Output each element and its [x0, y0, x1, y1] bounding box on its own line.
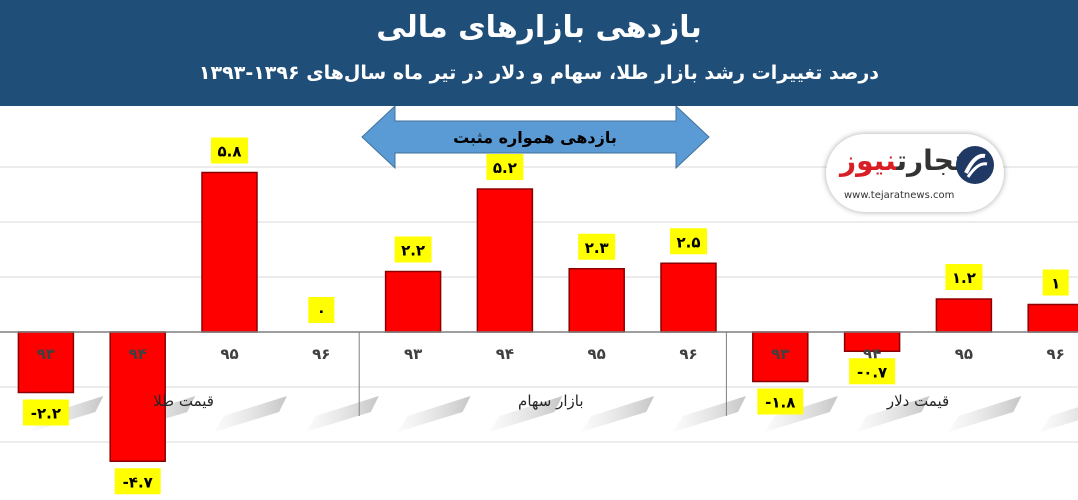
logo-emblem-icon — [956, 146, 994, 184]
bar — [201, 171, 258, 333]
category-label: ۹۴ — [496, 345, 514, 363]
bar — [1027, 303, 1078, 333]
bar-shadow — [305, 396, 379, 432]
data-label-box — [114, 468, 161, 495]
data-label: -۱.۸ — [765, 394, 795, 412]
category-label: ۹۶ — [312, 345, 330, 363]
bar-shadow — [214, 396, 287, 432]
category-label: ۹۳ — [37, 345, 55, 363]
data-label: ۱.۲ — [952, 269, 976, 287]
banner-label: بازدهی همواره مثبت — [453, 128, 617, 147]
data-label-box — [945, 264, 983, 290]
data-label: -۰.۷ — [857, 363, 887, 381]
data-label: ۵.۲ — [493, 159, 517, 177]
category-label: ۹۵ — [955, 345, 973, 363]
bar-shadow — [489, 396, 563, 432]
data-label-box — [22, 399, 69, 426]
category-label: ۹۳ — [404, 345, 422, 363]
data-label: ۵.۸ — [217, 143, 241, 161]
data-label: ۲.۲ — [401, 242, 425, 260]
category-label: ۹۵ — [220, 345, 238, 363]
bar — [109, 331, 166, 462]
category-label: ۹۵ — [588, 345, 606, 363]
data-label-box — [211, 137, 248, 164]
chart-header: بازدهی بازارهای مالی درصد تغییرات رشد با… — [0, 0, 1078, 106]
logo-name-dark: تجارت — [896, 144, 965, 177]
bar-shadow — [856, 396, 930, 432]
bar — [476, 188, 534, 333]
data-label: -۲.۲ — [31, 405, 61, 423]
bar-shadow — [948, 396, 1022, 432]
bar — [660, 262, 717, 333]
positive-return-banner: بازدهی همواره مثبت — [361, 106, 710, 170]
data-labels: -۲.۲ -۴.۷ ۵.۸ ۰ ۲.۲ ۵.۲ ۲.۳ ۲.۵ -۱.۸ -۰.۷ ۱.۲ ۱ — [22, 137, 1069, 495]
data-label-box — [849, 358, 896, 385]
data-label: ۱ — [1051, 275, 1060, 293]
group-label: قیمت دلار — [886, 392, 949, 410]
data-label-box — [578, 233, 616, 260]
data-label: ۰ — [317, 302, 326, 320]
logo-wordmark: تجارتنیوز — [840, 144, 964, 177]
data-label-box — [757, 388, 804, 415]
category-label: ۹۶ — [679, 345, 697, 363]
bar — [17, 331, 75, 394]
data-label-box — [308, 297, 335, 323]
data-label-box — [670, 228, 707, 255]
logo-url: www.tejaratnews.com — [844, 190, 955, 201]
bar — [935, 298, 993, 333]
tejaratnews-logo: تجارتنیوز www.tejaratnews.com — [826, 134, 1004, 212]
data-label: ۲.۵ — [676, 233, 700, 251]
bars — [17, 171, 1078, 462]
bar-shadow — [581, 396, 655, 432]
double-arrow-shape — [361, 106, 710, 170]
data-label: ۲.۳ — [585, 239, 609, 257]
data-label-box — [486, 154, 524, 180]
group-label: بازار سهام — [518, 392, 584, 410]
bar-shadow — [1040, 407, 1078, 432]
bar-shadow — [397, 396, 471, 432]
bar — [752, 331, 809, 383]
chart-subtitle: درصد تغییرات رشد بازار طلا، سهام و دلار … — [198, 62, 880, 84]
category-label: ۹۳ — [771, 345, 789, 363]
bar-shadow — [673, 396, 746, 432]
data-label-box — [1042, 269, 1069, 296]
category-label: ۹۶ — [1047, 345, 1065, 363]
gridlines — [0, 166, 1078, 443]
logo-name-red: نیوز — [840, 144, 897, 177]
bar — [384, 270, 442, 333]
data-label: -۴.۷ — [123, 473, 153, 491]
data-label-box — [394, 236, 432, 263]
group-label: قیمت طلا — [153, 392, 214, 410]
chart-title: بازدهی بازارهای مالی — [376, 10, 702, 45]
category-label: ۹۴ — [129, 345, 147, 363]
bar — [568, 268, 625, 333]
